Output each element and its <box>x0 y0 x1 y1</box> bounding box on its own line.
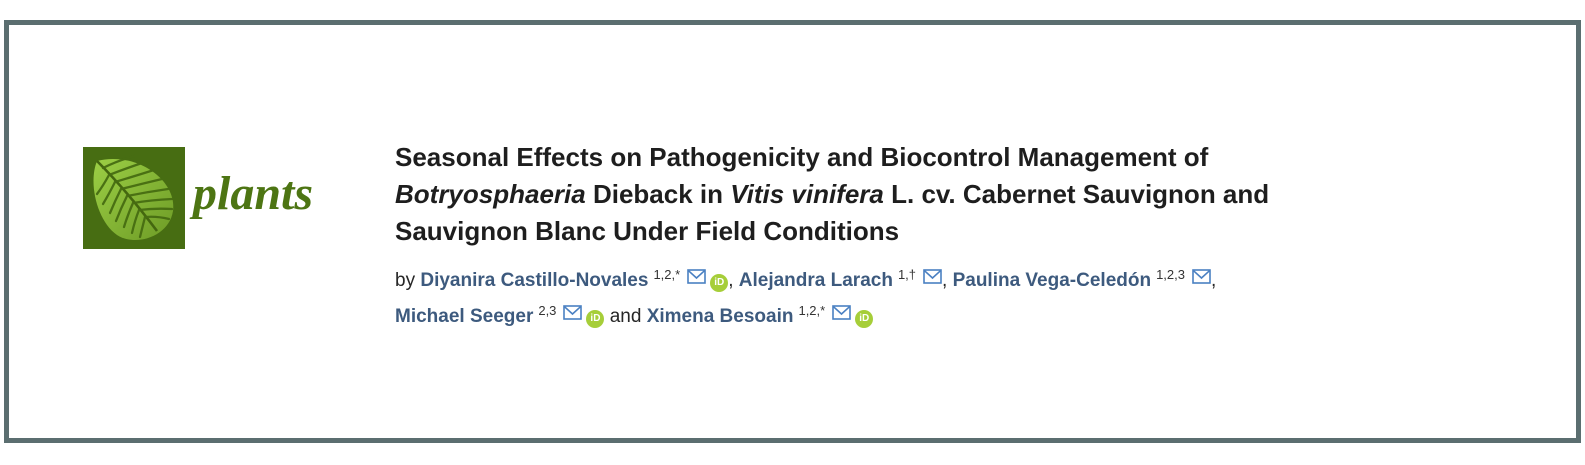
journal-logo[interactable] <box>83 147 185 249</box>
author-link[interactable]: Ximena Besoain <box>646 306 794 327</box>
content-frame: plants Seasonal Effects on Pathogenicity… <box>4 20 1581 443</box>
orcid-icon[interactable]: iD <box>710 274 729 292</box>
author-byline: by Diyanira Castillo-Novales 1,2,* iD, Ale… <box>395 263 1295 335</box>
author-affiliation-superscript: 1,2,3 <box>1156 267 1185 282</box>
author-link[interactable]: Michael Seeger <box>395 306 534 327</box>
author-link[interactable]: Alejandra Larach <box>738 270 893 291</box>
author-separator: , <box>728 270 739 291</box>
author-link[interactable]: Paulina Vega-Celedón <box>952 270 1152 291</box>
orcid-icon[interactable]: iD <box>855 310 874 328</box>
author-affiliation-superscript: 1,† <box>897 267 917 282</box>
envelope-icon[interactable] <box>923 269 942 284</box>
author-separator: , <box>1211 270 1217 291</box>
article-title: Seasonal Effects on Pathogenicity and Bi… <box>395 139 1435 250</box>
author-separator: , <box>942 270 953 291</box>
author-link[interactable]: Diyanira Castillo-Novales <box>420 270 649 291</box>
envelope-icon[interactable] <box>687 269 707 284</box>
title-segment: L. cv. Cabernet Sauvignon and <box>883 179 1270 209</box>
title-segment: Sauvignon Blanc Under Field Conditions <box>395 216 900 246</box>
byline-prefix: by <box>395 270 421 291</box>
title-segment: Seasonal Effects on Pathogenicity and Bi… <box>395 142 1209 172</box>
byline-authors: Diyanira Castillo-Novales 1,2,* iD, Alejan… <box>395 267 1217 328</box>
author-affiliation-superscript: 2,3 <box>538 303 557 318</box>
author-separator: and <box>604 306 647 327</box>
author-affiliation-superscript: 1,2,* <box>798 303 826 318</box>
journal-name[interactable]: plants <box>193 167 314 220</box>
title-segment-italic: Botryosphaeria <box>395 179 586 209</box>
plants-leaf-icon <box>83 147 185 249</box>
envelope-icon[interactable] <box>832 305 852 320</box>
title-segment-italic: Vitis vinifera <box>730 179 884 209</box>
envelope-icon[interactable] <box>1192 269 1211 284</box>
envelope-icon[interactable] <box>563 305 583 320</box>
author-affiliation-superscript: 1,2,* <box>653 267 681 282</box>
title-segment: Dieback in <box>585 179 731 209</box>
orcid-icon[interactable]: iD <box>586 310 605 328</box>
